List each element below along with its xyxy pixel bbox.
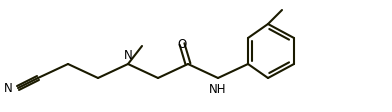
Text: O: O bbox=[177, 38, 187, 51]
Text: NH: NH bbox=[209, 83, 227, 96]
Text: N: N bbox=[123, 49, 132, 62]
Text: N: N bbox=[4, 82, 13, 95]
